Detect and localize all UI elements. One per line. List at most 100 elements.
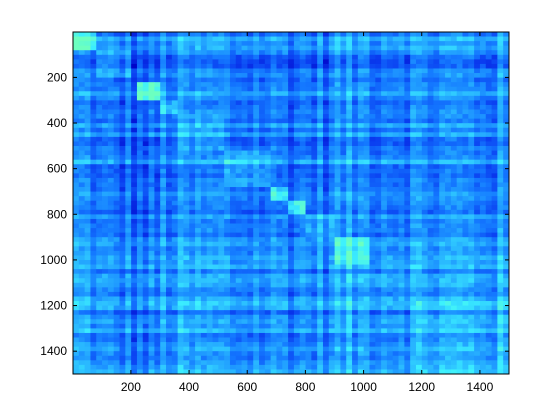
heatmap-cell bbox=[328, 250, 335, 256]
heatmap-cell bbox=[73, 296, 80, 302]
heatmap-cell bbox=[177, 41, 184, 47]
heatmap-cell bbox=[381, 109, 388, 115]
heatmap-cell bbox=[392, 205, 399, 211]
heatmap-cell bbox=[148, 328, 155, 334]
heatmap-cell bbox=[73, 196, 80, 202]
heatmap-cell bbox=[293, 328, 301, 334]
heatmap-cell bbox=[166, 177, 173, 183]
heatmap-cell bbox=[299, 319, 306, 325]
heatmap-cell bbox=[427, 36, 434, 42]
heatmap-cell bbox=[212, 68, 219, 74]
heatmap-cell bbox=[241, 196, 248, 202]
heatmap-cell bbox=[171, 182, 179, 188]
heatmap-cell bbox=[468, 168, 475, 174]
heatmap-cell bbox=[90, 164, 97, 170]
heatmap-cell bbox=[270, 63, 277, 69]
heatmap-cell bbox=[293, 273, 301, 279]
heatmap-cell bbox=[346, 301, 353, 306]
heatmap-cell bbox=[450, 141, 458, 147]
heatmap-cell bbox=[468, 291, 475, 297]
heatmap-cell bbox=[229, 205, 237, 211]
heatmap-cell bbox=[293, 269, 301, 275]
heatmap-cell bbox=[445, 109, 452, 115]
heatmap-cell bbox=[154, 173, 161, 179]
heatmap-cell bbox=[270, 36, 277, 42]
heatmap-cell bbox=[474, 41, 481, 47]
heatmap-cell bbox=[235, 54, 242, 60]
heatmap-cell bbox=[340, 155, 347, 161]
heatmap-cell bbox=[474, 164, 481, 170]
heatmap-cell bbox=[334, 310, 341, 316]
heatmap-cell bbox=[334, 301, 341, 306]
heatmap-cell bbox=[299, 146, 306, 151]
heatmap-cell bbox=[84, 86, 91, 92]
heatmap-cell bbox=[404, 314, 411, 320]
heatmap-cell bbox=[142, 310, 149, 316]
heatmap-cell bbox=[363, 141, 370, 147]
heatmap-cell bbox=[456, 95, 463, 101]
heatmap-cell bbox=[381, 77, 388, 83]
heatmap-cell bbox=[259, 214, 266, 220]
heatmap-cell bbox=[421, 187, 429, 192]
heatmap-cell bbox=[84, 218, 91, 224]
heatmap-cell bbox=[276, 296, 283, 302]
heatmap-cell bbox=[433, 123, 440, 129]
heatmap-cell bbox=[479, 177, 487, 183]
heatmap-cell bbox=[73, 155, 80, 161]
heatmap-cell bbox=[160, 200, 167, 206]
heatmap-cell bbox=[328, 328, 335, 334]
heatmap-cell bbox=[398, 41, 405, 47]
heatmap-cell bbox=[119, 73, 126, 78]
heatmap-cell bbox=[102, 237, 109, 243]
heatmap-cell bbox=[131, 50, 138, 56]
heatmap-cell bbox=[317, 127, 324, 133]
heatmap-cell bbox=[171, 127, 179, 133]
heatmap-cell bbox=[288, 114, 295, 120]
heatmap-cell bbox=[375, 150, 382, 156]
heatmap-cell bbox=[346, 287, 353, 293]
heatmap-cell bbox=[90, 100, 97, 106]
heatmap-cell bbox=[96, 305, 103, 311]
heatmap-cell bbox=[468, 301, 475, 306]
heatmap-cell bbox=[282, 332, 289, 338]
heatmap-cell bbox=[334, 291, 341, 297]
heatmap-cell bbox=[195, 278, 202, 284]
heatmap-cell bbox=[497, 136, 504, 142]
heatmap-cell bbox=[439, 91, 446, 97]
heatmap-cell bbox=[433, 301, 440, 306]
heatmap-cell bbox=[131, 260, 138, 265]
heatmap-cell bbox=[439, 250, 446, 256]
heatmap-cell bbox=[78, 278, 86, 284]
heatmap-cell bbox=[503, 141, 510, 147]
heatmap-cell bbox=[427, 264, 434, 270]
heatmap-cell bbox=[305, 155, 312, 161]
heatmap-cell bbox=[410, 214, 417, 220]
heatmap-cell bbox=[369, 104, 376, 110]
heatmap-cell bbox=[189, 68, 196, 74]
heatmap-cell bbox=[90, 168, 97, 174]
heatmap-cell bbox=[241, 205, 248, 211]
heatmap-cell bbox=[113, 255, 120, 261]
heatmap-cell bbox=[369, 287, 376, 293]
heatmap-cell bbox=[84, 45, 91, 51]
heatmap-cell bbox=[328, 114, 335, 120]
heatmap-cell bbox=[189, 305, 196, 311]
heatmap-cell bbox=[189, 196, 196, 202]
heatmap-cell bbox=[200, 218, 208, 224]
heatmap-cell bbox=[270, 187, 277, 192]
heatmap-cell bbox=[154, 118, 161, 124]
heatmap-cell bbox=[328, 41, 335, 47]
heatmap-cell bbox=[235, 136, 242, 142]
heatmap-cell bbox=[282, 241, 289, 247]
heatmap-cell bbox=[479, 54, 487, 60]
heatmap-cell bbox=[224, 150, 231, 156]
heatmap-cell bbox=[439, 54, 446, 60]
heatmap-cell bbox=[462, 118, 469, 124]
heatmap-cell bbox=[375, 232, 382, 238]
heatmap-cell bbox=[427, 214, 434, 220]
heatmap-cell bbox=[189, 296, 196, 302]
heatmap-cell bbox=[386, 255, 394, 261]
heatmap-cell bbox=[183, 164, 190, 170]
heatmap-cell bbox=[468, 82, 475, 88]
heatmap-cell bbox=[386, 182, 394, 188]
